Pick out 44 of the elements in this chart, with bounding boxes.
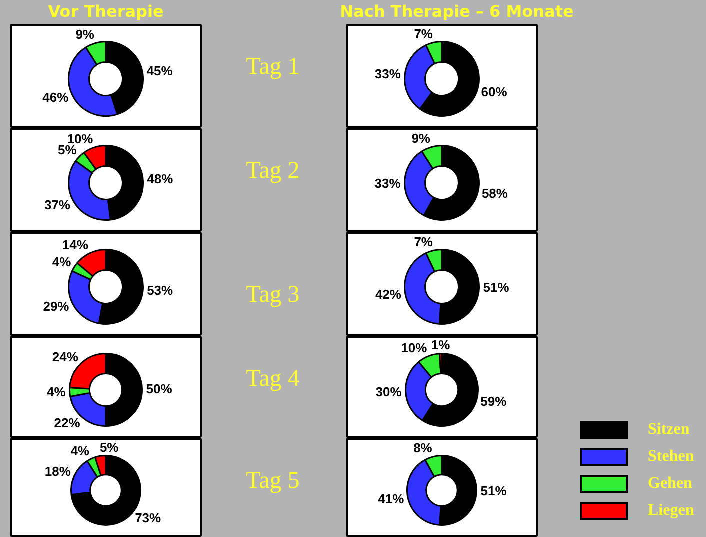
data-label: 45%: [146, 64, 174, 78]
data-label: 7%: [414, 26, 434, 42]
text: Tag 5: [245, 467, 301, 496]
data-label: 4%: [52, 254, 72, 270]
data-label: 48%: [147, 172, 174, 187]
data-label: 10%: [401, 340, 428, 356]
data-label: 7%: [414, 234, 434, 250]
text: Tag 4: [245, 365, 301, 394]
data-label: 73%: [135, 510, 162, 526]
data-label: 59%: [480, 394, 508, 409]
legend-label: Sitzen: [648, 420, 690, 438]
text: Nach Therapie – 6 Monate: [339, 2, 575, 22]
data-label: 29%: [43, 299, 70, 314]
data-label: 9%: [76, 27, 95, 42]
legend-label: Stehen: [648, 448, 694, 466]
data-label: 18%: [44, 464, 72, 479]
text: Tag 1: [245, 53, 301, 82]
data-label: 1%: [431, 337, 451, 352]
text: Tag 2: [245, 157, 301, 186]
data-label: 24%: [52, 349, 79, 364]
data-label: 37%: [44, 198, 71, 213]
legend-label: Liegen: [648, 502, 694, 520]
data-label: 46%: [42, 90, 70, 105]
data-label: 60%: [481, 84, 508, 100]
data-label: 51%: [480, 483, 508, 498]
data-label: 14%: [62, 238, 89, 253]
data-label: 33%: [374, 176, 402, 191]
data-label: 50%: [146, 382, 173, 397]
data-label: 33%: [374, 66, 402, 82]
text: Vor Therapie: [47, 2, 165, 22]
data-label: 9%: [412, 131, 431, 146]
data-label: 5%: [100, 440, 120, 455]
data-label: 42%: [375, 287, 402, 302]
data-label: 8%: [414, 440, 433, 456]
data-label: 53%: [147, 282, 174, 298]
data-label: 30%: [376, 384, 402, 400]
text: Tag 3: [245, 281, 301, 310]
data-label: 22%: [54, 416, 81, 431]
data-label: 4%: [47, 384, 66, 400]
data-label: 41%: [378, 491, 405, 506]
data-label: 51%: [483, 280, 510, 295]
data-label: 4%: [70, 443, 90, 458]
legend-label: Gehen: [648, 474, 692, 492]
data-label: 58%: [482, 186, 508, 201]
